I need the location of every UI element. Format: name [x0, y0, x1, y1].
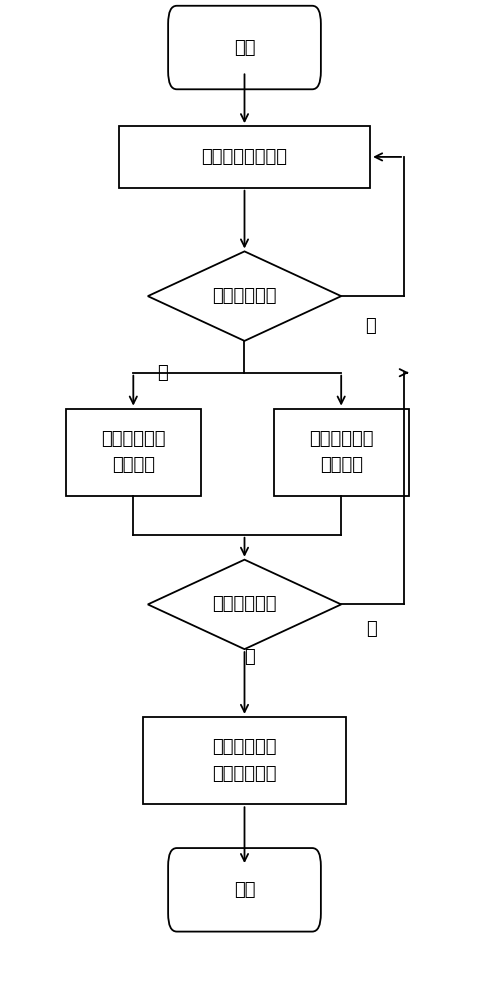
Text: 是: 是 — [365, 620, 376, 638]
Bar — [65, 409, 201, 496]
Bar — [142, 717, 346, 804]
Text: 开始: 开始 — [233, 39, 255, 57]
FancyBboxPatch shape — [168, 848, 320, 932]
Bar — [273, 409, 408, 496]
Text: 是: 是 — [157, 364, 167, 382]
Text: 结束: 结束 — [233, 881, 255, 899]
Text: 否: 否 — [364, 317, 375, 335]
Text: 否: 否 — [244, 648, 254, 666]
Text: 获取车道放行状态: 获取车道放行状态 — [201, 148, 287, 166]
Text: 计算占有绿灯
损失时间: 计算占有绿灯 损失时间 — [101, 430, 165, 474]
FancyBboxPatch shape — [168, 6, 320, 89]
Bar — [119, 126, 369, 188]
Text: 计算车道总的
绿灯损失时间: 计算车道总的 绿灯损失时间 — [212, 738, 276, 783]
Text: 车道是否放行: 车道是否放行 — [212, 287, 276, 305]
Text: 计算空放绿灯
损失时间: 计算空放绿灯 损失时间 — [308, 430, 373, 474]
Polygon shape — [147, 251, 341, 341]
Text: 车道是否放行: 车道是否放行 — [212, 595, 276, 613]
Polygon shape — [147, 560, 341, 649]
